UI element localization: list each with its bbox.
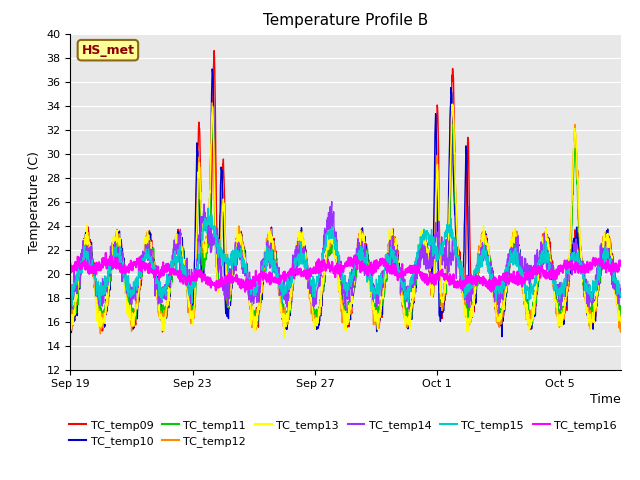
TC_temp12	[303, 267, 311, 273]
TC_temp10	[541, 236, 549, 241]
TC_temp16	[541, 276, 549, 281]
TC_temp14	[312, 289, 319, 295]
Line: TC_temp10: TC_temp10	[70, 69, 621, 336]
TC_temp13	[617, 319, 625, 324]
TC_temp13	[541, 228, 549, 234]
TC_temp10	[498, 334, 506, 339]
TC_temp16	[303, 271, 311, 277]
TC_temp09	[67, 310, 74, 316]
Title: Temperature Profile B: Temperature Profile B	[263, 13, 428, 28]
TC_temp14	[617, 286, 625, 292]
TC_temp09	[303, 257, 311, 263]
TC_temp15	[68, 302, 76, 308]
Line: TC_temp12: TC_temp12	[70, 103, 621, 334]
TC_temp11	[342, 323, 349, 328]
TC_temp16	[99, 264, 107, 270]
TC_temp14	[303, 265, 310, 271]
TC_temp09	[617, 320, 625, 325]
TC_temp12	[99, 325, 107, 331]
TC_temp13	[360, 242, 367, 248]
TC_temp12	[67, 321, 74, 327]
TC_temp12	[97, 331, 104, 336]
TC_temp10	[420, 233, 428, 239]
TC_temp15	[99, 292, 107, 298]
Line: TC_temp15: TC_temp15	[70, 208, 621, 305]
TC_temp10	[99, 318, 107, 324]
TC_temp15	[312, 283, 320, 289]
TC_temp11	[312, 312, 319, 318]
Line: TC_temp13: TC_temp13	[70, 104, 621, 337]
TC_temp16	[360, 265, 368, 271]
TC_temp09	[541, 237, 549, 242]
TC_temp13	[99, 320, 107, 325]
TC_temp13	[449, 101, 456, 107]
TC_temp10	[303, 263, 310, 268]
TC_temp10	[617, 315, 625, 321]
Line: TC_temp11: TC_temp11	[70, 114, 621, 325]
Text: Time: Time	[590, 393, 621, 406]
TC_temp09	[99, 323, 107, 329]
TC_temp10	[67, 312, 74, 318]
TC_temp16	[67, 261, 74, 267]
Line: TC_temp09: TC_temp09	[70, 50, 621, 332]
TC_temp12	[360, 235, 368, 241]
TC_temp12	[541, 236, 549, 242]
TC_temp11	[303, 262, 310, 268]
Legend: TC_temp09, TC_temp10, TC_temp11, TC_temp12, TC_temp13, TC_temp14, TC_temp15, TC_: TC_temp09, TC_temp10, TC_temp11, TC_temp…	[65, 416, 621, 452]
TC_temp12	[312, 317, 320, 323]
TC_temp13	[420, 231, 428, 237]
TC_temp16	[102, 250, 109, 256]
TC_temp16	[421, 280, 429, 286]
TC_temp09	[312, 315, 320, 321]
TC_temp15	[541, 247, 549, 252]
Text: HS_met: HS_met	[81, 44, 134, 57]
TC_temp11	[67, 317, 74, 323]
TC_temp16	[241, 289, 249, 295]
TC_temp13	[280, 334, 288, 340]
TC_temp14	[360, 249, 367, 254]
TC_temp11	[421, 243, 429, 249]
TC_temp14	[99, 286, 107, 292]
TC_temp11	[541, 230, 549, 236]
TC_temp11	[99, 309, 107, 314]
TC_temp14	[541, 254, 549, 260]
TC_temp15	[360, 254, 368, 260]
TC_temp11	[360, 238, 368, 244]
TC_temp11	[617, 314, 625, 320]
TC_temp15	[421, 235, 429, 241]
TC_temp09	[360, 234, 368, 240]
TC_temp10	[312, 319, 319, 325]
TC_temp15	[303, 264, 311, 270]
TC_temp12	[421, 229, 429, 235]
TC_temp14	[67, 299, 74, 305]
TC_temp16	[312, 265, 320, 271]
TC_temp16	[617, 259, 625, 264]
Y-axis label: Temperature (C): Temperature (C)	[28, 151, 41, 252]
TC_temp13	[67, 326, 74, 332]
TC_temp14	[328, 199, 335, 204]
TC_temp14	[495, 311, 503, 316]
TC_temp12	[617, 314, 625, 320]
TC_temp09	[211, 48, 218, 53]
Line: TC_temp14: TC_temp14	[70, 202, 621, 313]
TC_temp13	[312, 315, 319, 321]
Line: TC_temp16: TC_temp16	[70, 253, 621, 292]
TC_temp13	[303, 271, 310, 277]
TC_temp15	[67, 285, 74, 290]
TC_temp11	[209, 111, 216, 117]
TC_temp10	[209, 66, 216, 72]
TC_temp12	[209, 100, 216, 106]
TC_temp15	[617, 294, 625, 300]
TC_temp09	[159, 329, 166, 335]
TC_temp15	[204, 205, 212, 211]
TC_temp14	[420, 245, 428, 251]
TC_temp10	[360, 233, 367, 239]
TC_temp09	[421, 229, 429, 235]
